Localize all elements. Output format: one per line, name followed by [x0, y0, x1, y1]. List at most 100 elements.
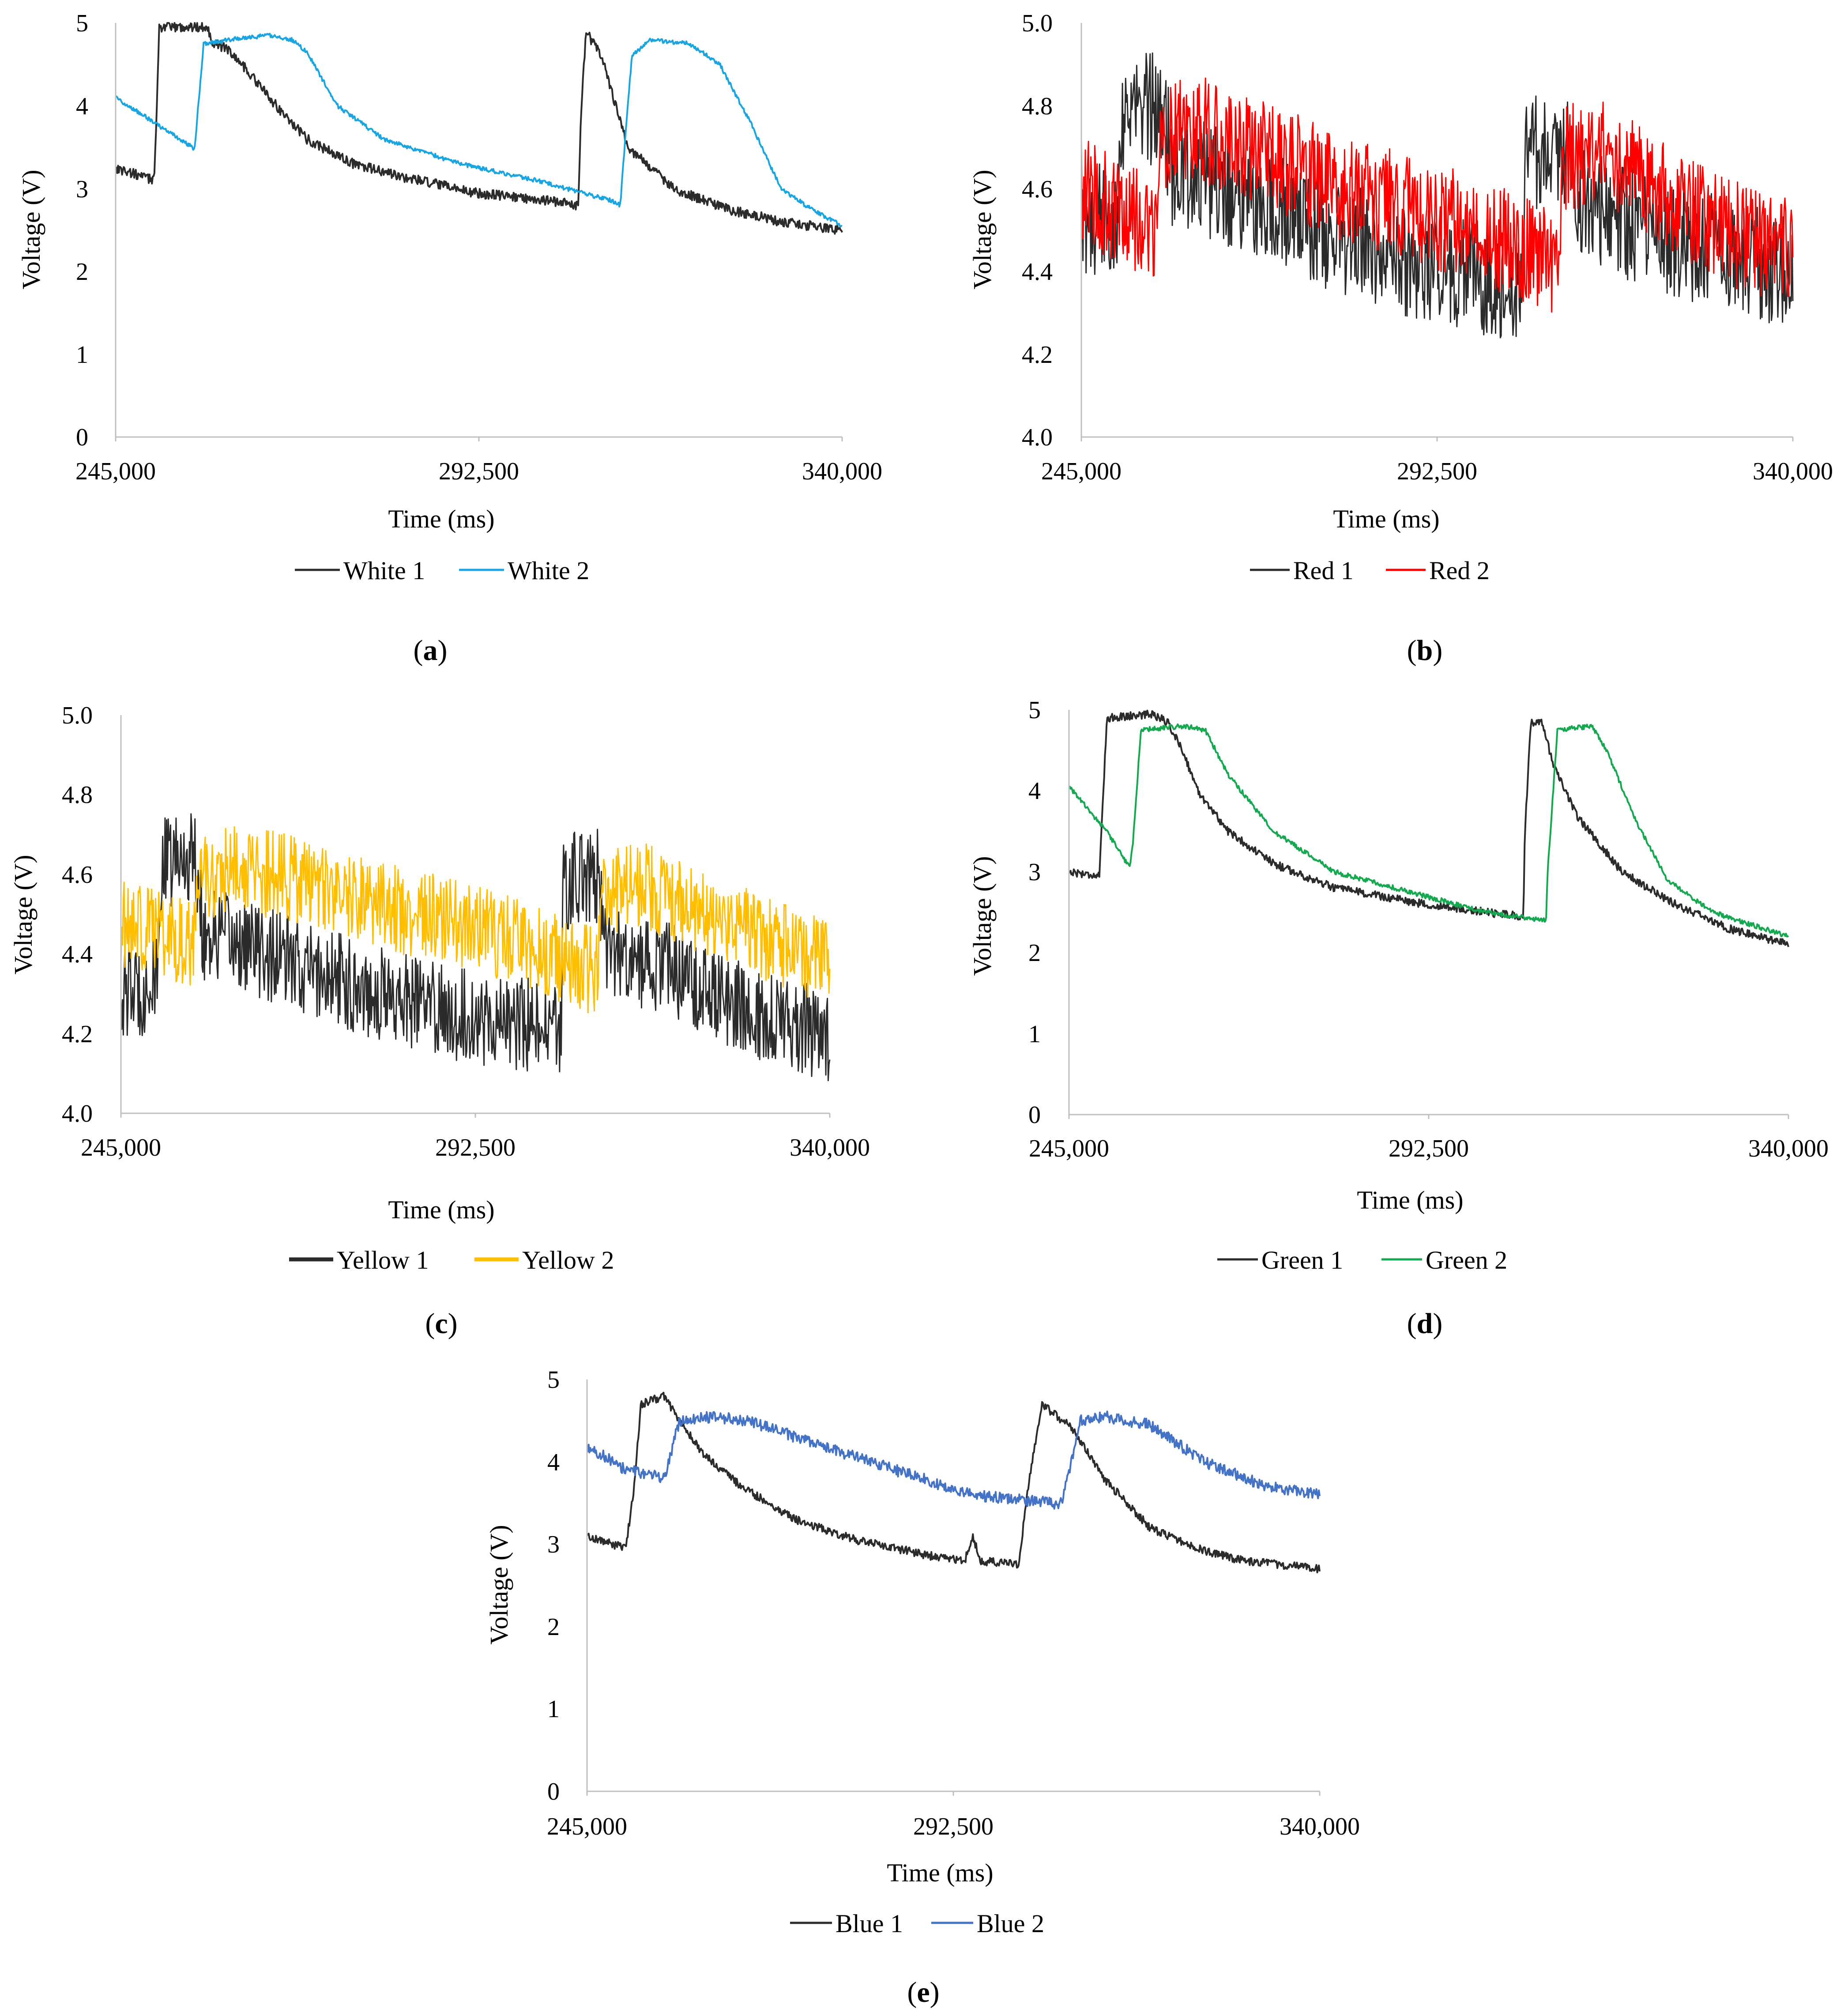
y-tick-label: 1 — [547, 1696, 560, 1723]
panel-d-caption: (d) — [1407, 1308, 1443, 1340]
legend-label: Green 1 — [1261, 1246, 1343, 1274]
panel-a-plot — [115, 22, 843, 441]
x-tick-label: 292,500 — [913, 1813, 994, 1840]
panel-d-y-ticks: 0 1 2 3 4 5 — [1028, 697, 1041, 1129]
y-tick-label: 0 — [1028, 1101, 1041, 1129]
series-line-red-2 — [1080, 77, 1794, 313]
panel-c-y-ticks: 4.0 4.2 4.4 4.6 4.8 5.0 — [62, 702, 93, 1127]
y-tick-label: 4.6 — [62, 861, 93, 889]
x-tick-label: 340,000 — [1748, 1135, 1829, 1162]
y-tick-label: 5 — [547, 1366, 560, 1394]
y-tick-label: 2 — [547, 1613, 560, 1641]
panel-b-y-ticks: 4.0 4.2 4.4 4.6 4.8 5.0 — [1022, 10, 1053, 451]
panel-e-x-axis-label: Time (ms) — [887, 1858, 993, 1887]
y-tick-label: 5.0 — [62, 702, 93, 729]
panel-d: 0 1 2 3 4 5 245,000 292,500 340,000 Volt… — [968, 697, 1829, 1340]
panel-e-x-ticks: 245,000 292,500 340,000 — [547, 1813, 1360, 1840]
x-tick-label: 340,000 — [1753, 458, 1833, 485]
legend-label: Red 1 — [1293, 556, 1354, 585]
panel-c-y-axis-label: Voltage (V) — [9, 855, 38, 974]
panel-c-x-ticks: 245,000 292,500 340,000 — [81, 1134, 870, 1161]
x-tick-label: 245,000 — [1029, 1135, 1109, 1162]
series-line-white-1 — [115, 22, 843, 235]
legend-label: White 2 — [508, 556, 589, 585]
panel-b-plot — [1080, 52, 1794, 441]
y-tick-label: 4 — [76, 93, 88, 120]
y-tick-label: 4.0 — [1022, 424, 1053, 451]
series-line-green-2 — [1068, 723, 1789, 938]
y-tick-label: 5 — [1028, 697, 1041, 724]
y-tick-label: 4.2 — [62, 1021, 93, 1048]
panel-c-plot — [120, 813, 831, 1118]
panel-b: 4.0 4.2 4.4 4.6 4.8 5.0 245,000 292,500 … — [968, 10, 1833, 667]
panel-a-x-axis-label: Time (ms) — [388, 505, 494, 533]
x-tick-label: 245,000 — [547, 1813, 627, 1840]
legend-label: Green 2 — [1426, 1246, 1507, 1274]
x-tick-label: 245,000 — [1041, 458, 1122, 485]
x-tick-label: 292,500 — [1389, 1135, 1469, 1162]
x-tick-label: 245,000 — [75, 458, 156, 485]
y-tick-label: 4 — [1028, 777, 1041, 805]
y-tick-label: 4.6 — [1022, 176, 1053, 203]
series-line-green-1 — [1068, 709, 1789, 947]
panel-d-y-axis-label: Voltage (V) — [968, 856, 997, 976]
panel-a-legend: White 1 White 2 — [295, 556, 589, 585]
panel-e-plot — [586, 1391, 1321, 1796]
panel-b-y-axis-label: Voltage (V) — [968, 170, 997, 289]
y-tick-label: 4.2 — [1022, 341, 1053, 369]
x-tick-label: 292,500 — [439, 458, 519, 485]
y-tick-label: 4 — [547, 1449, 560, 1476]
x-tick-label: 292,500 — [1397, 458, 1477, 485]
panel-d-x-ticks: 245,000 292,500 340,000 — [1029, 1135, 1829, 1162]
panel-e-legend: Blue 1 Blue 2 — [790, 1909, 1044, 1938]
panel-c-caption: (c) — [425, 1308, 457, 1340]
series-line-yellow-2 — [120, 826, 831, 1014]
y-tick-label: 5 — [76, 10, 88, 37]
y-tick-label: 3 — [1028, 859, 1041, 886]
panel-b-x-axis-label: Time (ms) — [1333, 505, 1439, 533]
panel-d-legend: Green 1 Green 2 — [1217, 1246, 1507, 1274]
series-line-red-1 — [1080, 52, 1794, 339]
x-tick-label: 340,000 — [802, 458, 882, 485]
panel-a-y-ticks: 0 1 2 3 4 5 — [76, 10, 88, 451]
y-tick-label: 3 — [76, 176, 88, 203]
y-tick-label: 4.8 — [62, 781, 93, 809]
y-tick-label: 4.0 — [62, 1100, 93, 1127]
series-line-blue-2 — [586, 1410, 1321, 1510]
y-tick-label: 0 — [76, 424, 88, 451]
y-tick-label: 1 — [76, 341, 88, 369]
panel-a: 0 1 2 3 4 5 245,000 292,500 340,000 Volt… — [17, 10, 882, 667]
y-tick-label: 0 — [547, 1778, 560, 1805]
legend-label: Blue 1 — [836, 1909, 903, 1938]
panel-b-x-ticks: 245,000 292,500 340,000 — [1041, 458, 1833, 485]
legend-label: Yellow 2 — [522, 1246, 614, 1274]
panel-c-x-axis-label: Time (ms) — [388, 1195, 494, 1224]
x-tick-label: 340,000 — [790, 1134, 870, 1161]
x-tick-label: 340,000 — [1280, 1813, 1360, 1840]
y-tick-label: 2 — [1028, 939, 1041, 967]
y-tick-label: 4.8 — [1022, 93, 1053, 120]
panel-a-caption: (a) — [414, 634, 448, 667]
panel-d-x-axis-label: Time (ms) — [1357, 1186, 1463, 1214]
x-tick-label: 245,000 — [81, 1134, 161, 1161]
panel-c-legend: Yellow 1 Yellow 2 — [289, 1246, 614, 1274]
series-line-yellow-1 — [120, 813, 831, 1081]
panel-e: 0 1 2 3 4 5 245,000 292,500 340,000 Volt… — [485, 1366, 1360, 2008]
y-tick-label: 3 — [547, 1531, 560, 1558]
panel-a-y-axis-label: Voltage (V) — [17, 170, 45, 289]
legend-label: White 1 — [343, 556, 425, 585]
legend-label: Yellow 1 — [337, 1246, 429, 1274]
y-tick-label: 5.0 — [1022, 10, 1053, 37]
panel-d-plot — [1068, 709, 1789, 1119]
y-tick-label: 1 — [1028, 1021, 1041, 1048]
y-tick-label: 2 — [76, 258, 88, 286]
series-line-blue-1 — [586, 1391, 1321, 1574]
panel-e-y-axis-label: Voltage (V) — [485, 1525, 513, 1644]
y-tick-label: 4.4 — [62, 941, 93, 968]
panel-b-legend: Red 1 Red 2 — [1250, 556, 1490, 585]
legend-label: Blue 2 — [977, 1909, 1044, 1938]
x-tick-label: 292,500 — [435, 1134, 516, 1161]
panel-a-x-ticks: 245,000 292,500 340,000 — [75, 458, 882, 485]
panel-e-y-ticks: 0 1 2 3 4 5 — [547, 1366, 560, 1805]
